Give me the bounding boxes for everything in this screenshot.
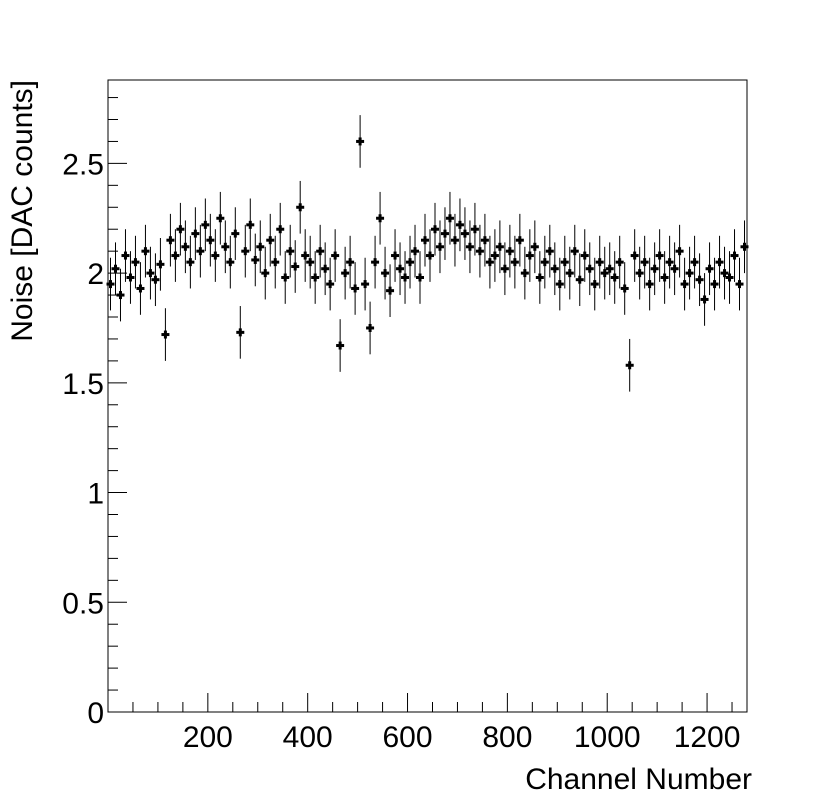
x-tick-label: 200 [183,721,233,754]
x-tick-label: 600 [383,721,433,754]
x-tick-label: 1000 [574,721,641,754]
x-axis-title: Channel Number [525,763,752,796]
y-axis-title: Noise [DAC counts] [6,80,39,342]
y-tick-label: 2 [87,258,104,291]
y-tick-label: 1 [87,478,104,511]
y-tick-label: 0.5 [62,587,104,620]
x-tick-label: 400 [283,721,333,754]
y-tick-label: 0 [87,697,104,730]
x-tick-label: 1200 [674,721,741,754]
y-tick-label: 1.5 [62,368,104,401]
x-tick-label: 800 [482,721,532,754]
y-tick-label: 2.5 [62,148,104,181]
plot-frame [107,79,748,713]
